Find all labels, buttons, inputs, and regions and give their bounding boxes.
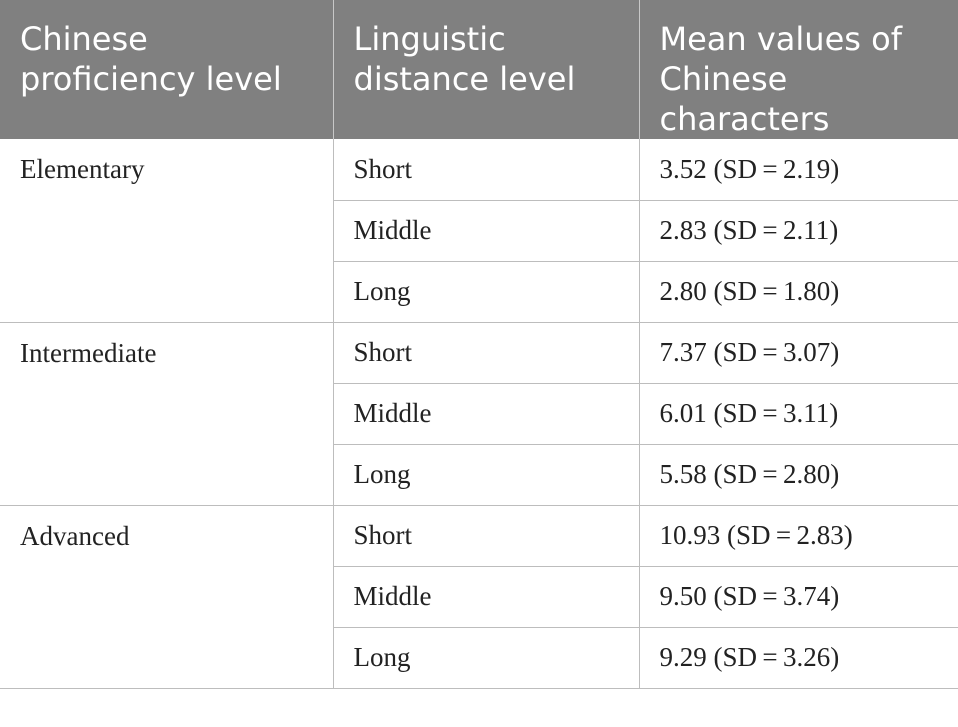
mean-value-cell: 6.01 (SD = 3.11) (638, 383, 958, 445)
table-header: Chinese proficiency level Linguistic dis… (0, 0, 958, 139)
proficiency-level-cell: Advanced (0, 505, 333, 689)
table-row: Middle 6.01 (SD = 3.11) (0, 383, 958, 445)
table-row: Long 9.29 (SD = 3.26) (0, 627, 958, 689)
distance-cell: Long (332, 627, 639, 689)
header-proficiency-level: Chinese proficiency level (0, 0, 333, 139)
mean-value-cell: 2.80 (SD = 1.80) (638, 261, 958, 323)
table-row: Long 5.58 (SD = 2.80) (0, 444, 958, 506)
mean-value-cell: 7.37 (SD = 3.07) (638, 322, 958, 384)
mean-value-cell: 9.50 (SD = 3.74) (638, 566, 958, 628)
distance-cell: Short (332, 139, 639, 201)
table-row: Middle 9.50 (SD = 3.74) (0, 566, 958, 628)
header-row: Chinese proficiency level Linguistic dis… (0, 0, 958, 139)
distance-cell: Short (332, 505, 639, 567)
data-table: Chinese proficiency level Linguistic dis… (0, 0, 958, 689)
mean-value-cell: 5.58 (SD = 2.80) (638, 444, 958, 506)
proficiency-level-cell: Intermediate (0, 322, 333, 506)
header-linguistic-distance-level: Linguistic distance level (332, 0, 639, 139)
table-row: Long 2.80 (SD = 1.80) (0, 261, 958, 323)
table-row: Intermediate Short 7.37 (SD = 3.07) (0, 322, 958, 506)
distance-cell: Long (332, 444, 639, 506)
table-row: Middle 2.83 (SD = 2.11) (0, 200, 958, 262)
distance-cell: Middle (332, 383, 639, 445)
distance-cell: Long (332, 261, 639, 323)
table-body: Elementary Short 3.52 (SD = 2.19) Middle… (0, 139, 958, 689)
mean-value-cell: 3.52 (SD = 2.19) (638, 139, 958, 201)
mean-value-cell: 9.29 (SD = 3.26) (638, 627, 958, 689)
distance-cell: Short (332, 322, 639, 384)
mean-value-cell: 10.93 (SD = 2.83) (638, 505, 958, 567)
data-table-container: Chinese proficiency level Linguistic dis… (0, 0, 958, 689)
mean-value-cell: 2.83 (SD = 2.11) (638, 200, 958, 262)
distance-cell: Middle (332, 566, 639, 628)
proficiency-level-cell: Elementary (0, 139, 333, 323)
table-row: Elementary Short 3.52 (SD = 2.19) (0, 139, 958, 323)
header-mean-values: Mean values of Chinese characters (638, 0, 958, 139)
distance-cell: Middle (332, 200, 639, 262)
table-row: Advanced Short 10.93 (SD = 2.83) (0, 505, 958, 689)
